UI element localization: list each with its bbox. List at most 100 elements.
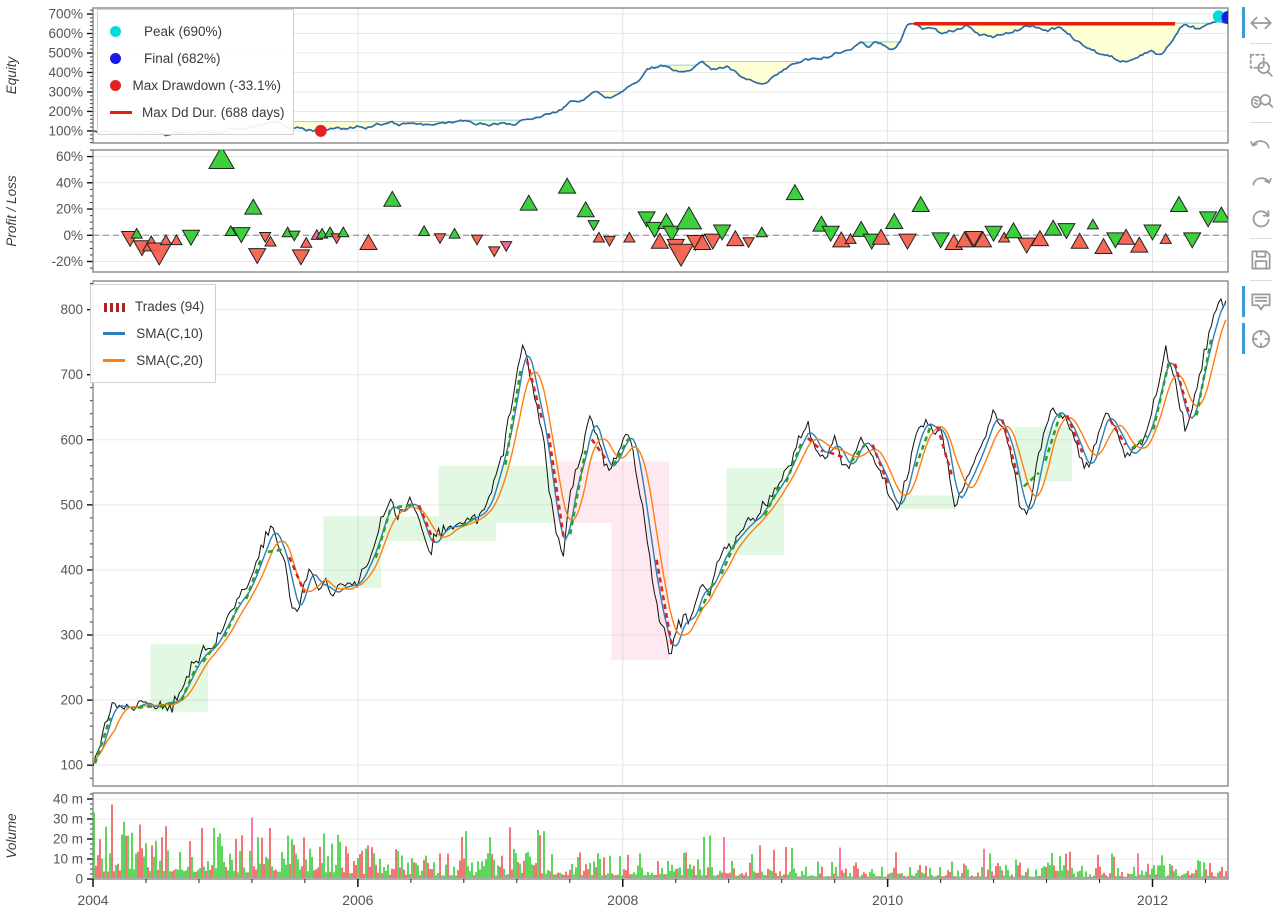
x-tick-label: 2008 — [607, 892, 638, 908]
volume-bar — [325, 872, 327, 878]
volume-bar — [1139, 874, 1141, 878]
volume-bar — [321, 862, 323, 878]
volume-bar — [427, 862, 429, 878]
volume-bar — [147, 867, 149, 878]
trade-pl-marker — [742, 237, 755, 249]
volume-bar — [305, 859, 307, 878]
volume-bar — [401, 855, 403, 878]
volume-bar — [167, 850, 169, 878]
volume-bar — [291, 839, 293, 878]
volume-bar — [529, 856, 531, 878]
volume-bar — [705, 875, 707, 878]
trade-pl-marker — [884, 212, 904, 230]
price-legend[interactable]: Trades (94) SMA(C,10) SMA(C,20) — [90, 284, 216, 383]
volume-bar — [977, 872, 979, 878]
trade-pl-marker — [264, 235, 277, 247]
trade-pl-marker — [243, 198, 263, 215]
volume-bar — [453, 866, 455, 878]
volume-bar — [383, 867, 385, 878]
volume-bar — [271, 866, 273, 878]
volume-bar — [703, 836, 705, 878]
volume-bar — [1073, 873, 1075, 878]
trade-pl-marker — [576, 200, 596, 218]
volume-bar — [213, 827, 215, 878]
volume-bar — [499, 866, 501, 878]
main-y-tick-label: 500 — [60, 497, 83, 512]
volume-bar — [1079, 870, 1081, 878]
trade-pl-marker — [1070, 232, 1090, 249]
volume-bar — [789, 871, 791, 878]
volume-bar — [633, 872, 635, 878]
trade-pl-marker — [1030, 229, 1050, 247]
volume-bar — [939, 867, 941, 878]
volume-bar — [135, 853, 137, 878]
volume-bar — [535, 863, 537, 878]
volume-bar — [315, 869, 317, 878]
volume-bar — [891, 872, 893, 878]
losing-trade-segment — [590, 438, 609, 462]
undo-tool-button[interactable] — [1244, 125, 1278, 162]
volume-bar — [741, 873, 743, 878]
volume-bar — [761, 871, 763, 878]
box-zoom-tool-button[interactable] — [1244, 46, 1278, 83]
main-y-tick-label: 100 — [60, 758, 83, 773]
volume-bar — [1109, 873, 1111, 878]
volume-bar — [421, 870, 423, 878]
pan-tool-button[interactable] — [1242, 4, 1278, 41]
volume-bar — [1169, 864, 1171, 878]
volume-bar — [663, 874, 665, 878]
pl-y-tick-label: -20% — [51, 254, 83, 269]
equity-legend[interactable]: Peak (690%) Final (682%) Max Drawdown (-… — [97, 9, 294, 135]
hover-tool-button[interactable] — [1242, 283, 1278, 320]
volume-bar — [825, 876, 827, 878]
trade-pl-marker — [931, 232, 950, 249]
legend-label: SMA(C,20) — [136, 353, 203, 368]
volume-bar — [1149, 874, 1151, 878]
vol-y-tick-label: 30 m — [53, 812, 83, 827]
volume-bar — [873, 873, 875, 878]
volume-bar — [433, 862, 435, 878]
wheel-zoom-tool-button[interactable] — [1244, 83, 1278, 120]
volume-bar — [819, 873, 821, 878]
volume-bar — [579, 852, 581, 878]
volume-bar — [1191, 873, 1193, 878]
volume-bar — [1133, 866, 1135, 878]
reset-tool-button[interactable] — [1244, 199, 1278, 236]
winning-trade-segment — [784, 442, 803, 483]
volume-bar — [133, 869, 135, 878]
volume-bar — [905, 876, 907, 878]
volume-bar — [541, 873, 543, 878]
volume-bar — [811, 875, 813, 878]
volume-bar — [459, 860, 461, 878]
volume-bar — [993, 875, 995, 878]
volume-bar — [473, 875, 475, 878]
volume-bar — [97, 855, 99, 878]
volume-bar — [717, 874, 719, 878]
volume-bar — [1135, 876, 1137, 878]
main-y-tick-label: 200 — [60, 693, 83, 708]
losing-trade-segment — [417, 504, 436, 543]
volume-bar — [137, 851, 139, 878]
trade-pl-marker — [382, 190, 402, 207]
pl-y-tick-label: 20% — [56, 202, 83, 217]
volume-bar — [1131, 874, 1133, 878]
save-tool-button[interactable] — [1244, 241, 1278, 278]
volume-bar — [893, 867, 895, 878]
trade-pl-marker — [955, 231, 974, 248]
volume-bar — [821, 866, 823, 878]
volume-bar — [1123, 876, 1125, 878]
volume-bar — [465, 831, 467, 878]
volume-bar — [955, 876, 957, 878]
volume-bar — [731, 860, 733, 878]
volume-bar — [945, 875, 947, 878]
crosshair-tool-button[interactable] — [1242, 320, 1278, 357]
volume-bar — [501, 855, 503, 878]
volume-bar — [869, 872, 871, 878]
volume-bar — [727, 873, 729, 878]
trade-pl-marker — [667, 243, 695, 268]
volume-bar — [567, 874, 569, 878]
redo-tool-button[interactable] — [1244, 162, 1278, 199]
volume-bar — [143, 856, 145, 878]
volume-bar — [195, 871, 197, 878]
